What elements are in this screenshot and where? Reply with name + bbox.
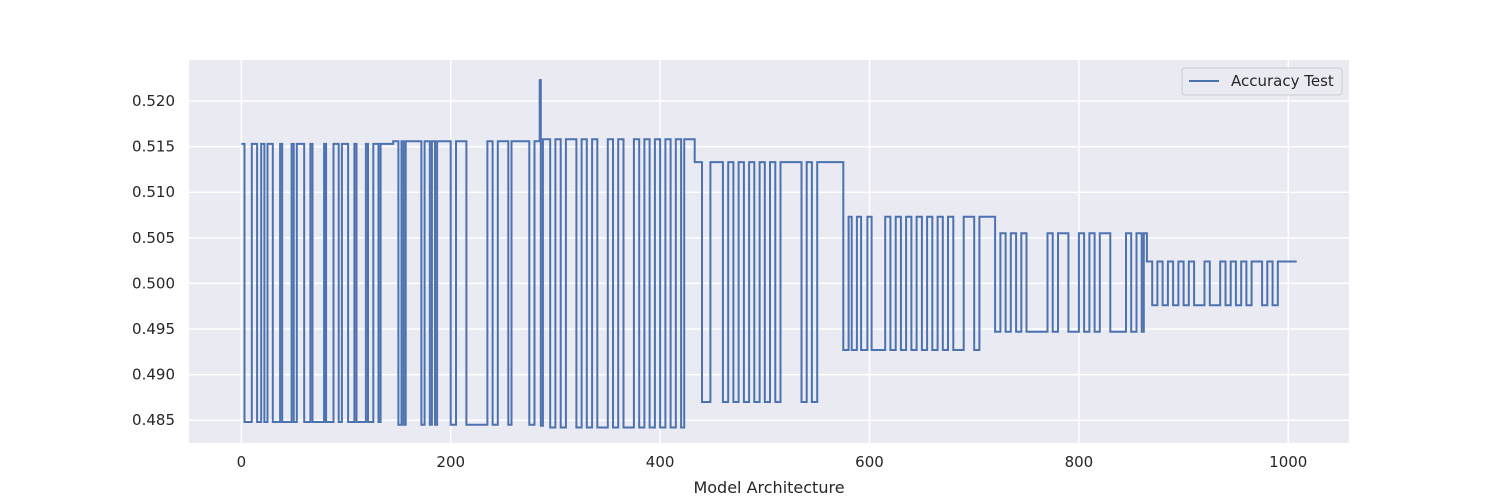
y-tick-label: 0.520: [132, 92, 175, 110]
axis-ticks: 0 200 400 600 800 1000 0.485 0.490 0.495 0.500 0.5…: [132, 92, 1307, 471]
x-tick-label: 200: [436, 453, 465, 471]
x-tick-label: 0: [237, 453, 247, 471]
x-tick-label: 800: [1065, 453, 1094, 471]
legend-box: [1181, 67, 1343, 96]
x-tick-label: 400: [646, 453, 675, 471]
x-tick-label: 1000: [1269, 453, 1307, 471]
y-tick-label: 0.495: [132, 320, 175, 338]
x-tick-label: 600: [855, 453, 884, 471]
y-tick-label: 0.490: [132, 366, 175, 384]
y-tick-label: 0.515: [132, 138, 175, 156]
legend-label: Accuracy Test: [1231, 72, 1334, 90]
y-tick-label: 0.500: [132, 274, 175, 292]
data-lines: [241, 79, 1297, 429]
legend: Accuracy Test: [1181, 67, 1343, 96]
y-tick-label: 0.510: [132, 183, 175, 201]
x-axis-title: Model Architecture: [693, 478, 844, 497]
series-line-accuracy-test: [241, 79, 1297, 429]
y-tick-label: 0.485: [132, 411, 175, 429]
y-tick-label: 0.505: [132, 229, 175, 247]
